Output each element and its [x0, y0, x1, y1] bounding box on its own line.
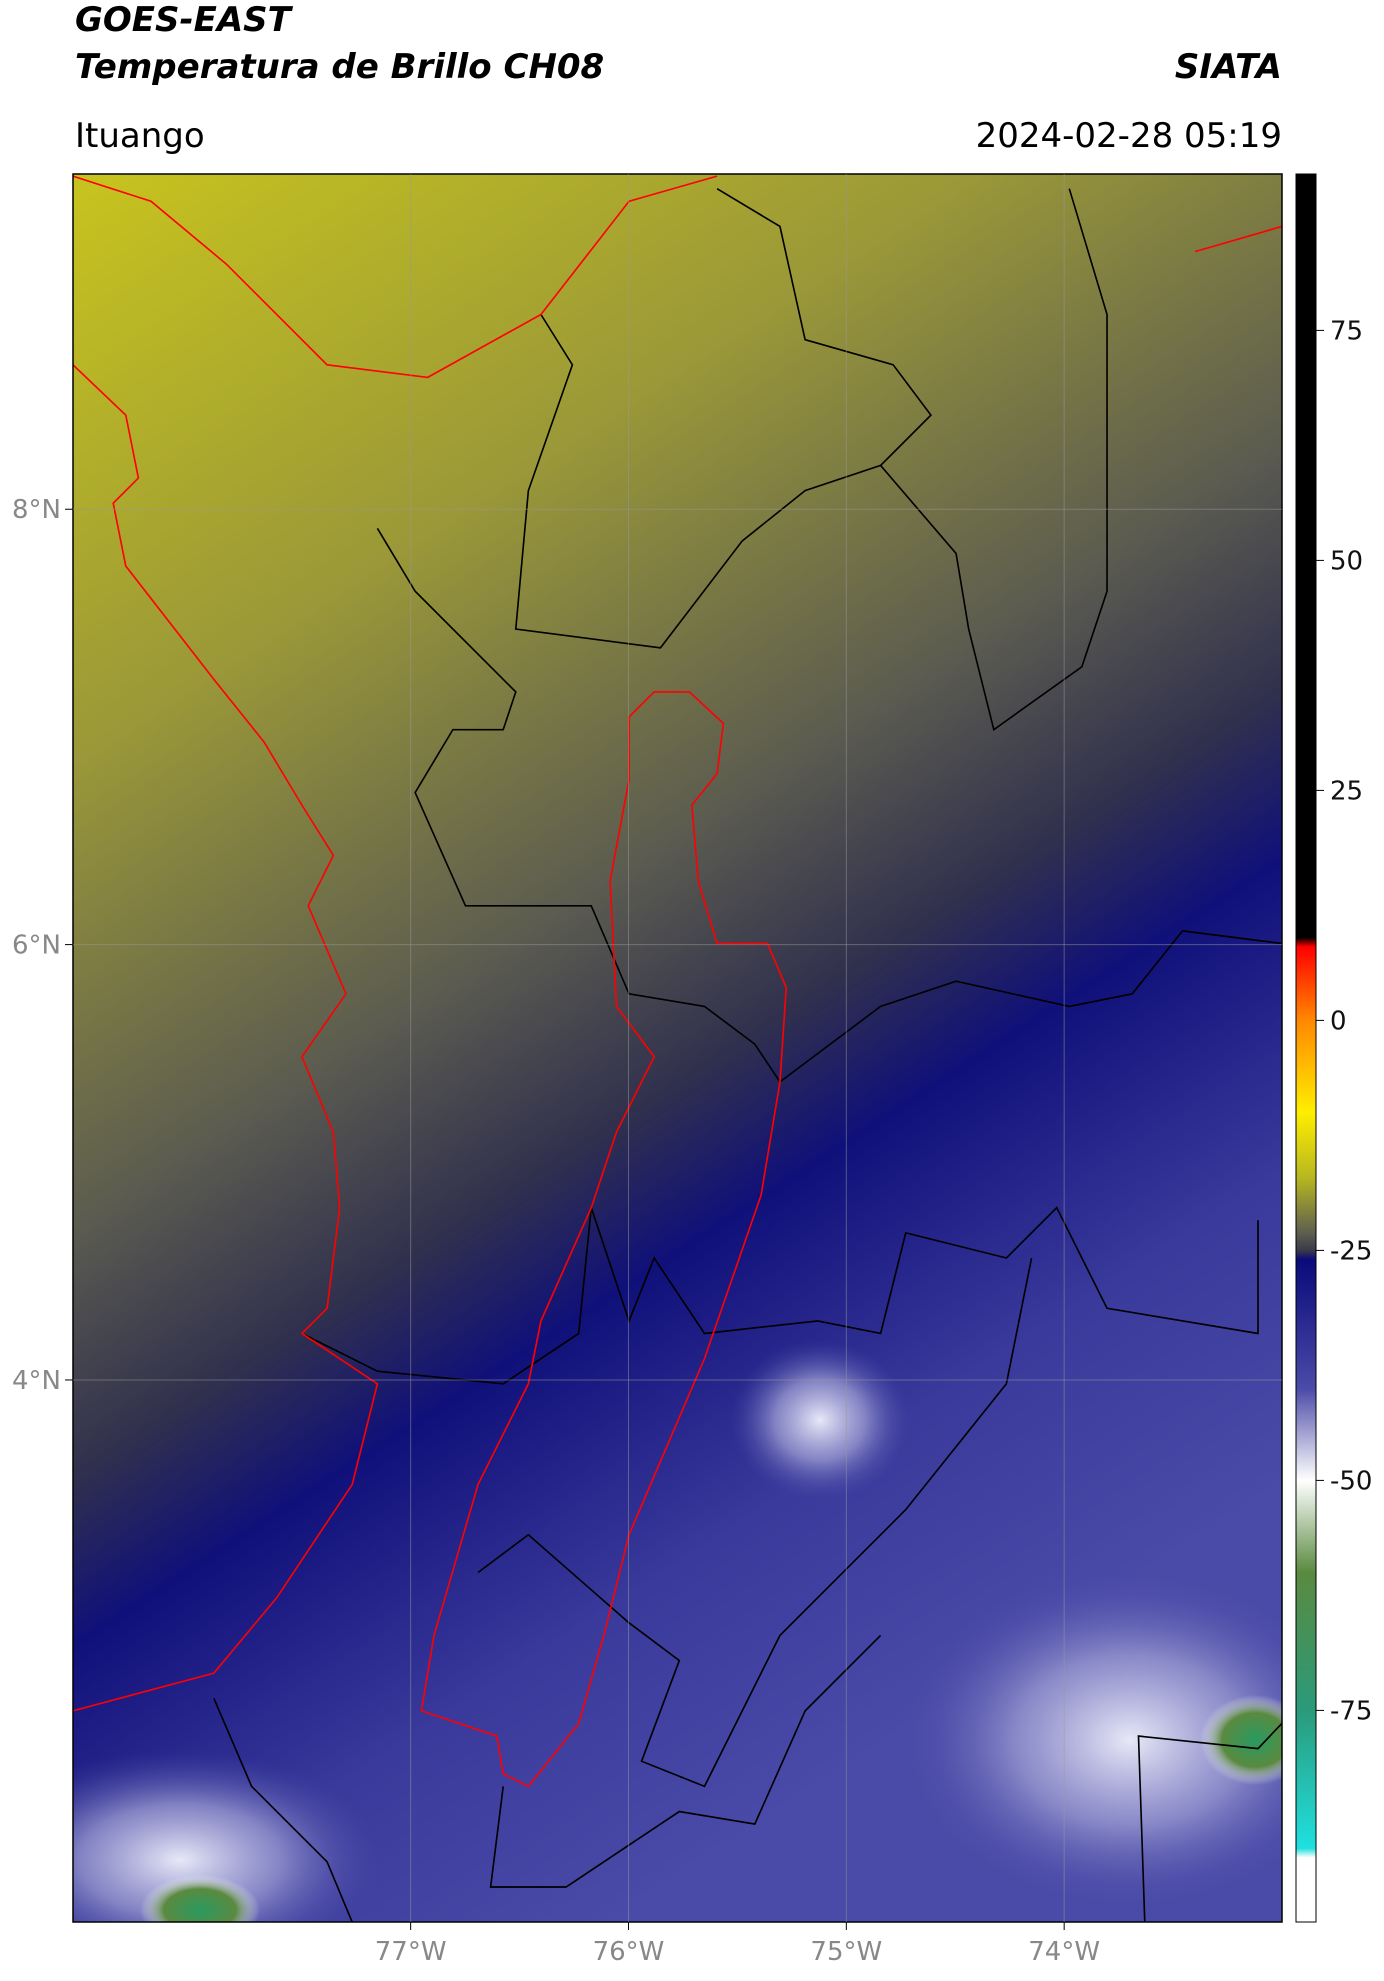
- colorbar-tick-label: -75: [1330, 1696, 1372, 1726]
- datetime: 2024-02-28 05:19: [976, 116, 1282, 156]
- y-tick-label: 6°N: [12, 931, 61, 961]
- source: SIATA: [1175, 47, 1282, 87]
- subtitle: Temperatura de Brillo CH08: [75, 47, 604, 87]
- map-frame: [72, 173, 1283, 1923]
- map: [73, 174, 1282, 1922]
- colorbar-tick-label: 25: [1330, 776, 1363, 806]
- colorbar-tick-label: 50: [1330, 546, 1363, 576]
- colorbar-tick-label: 75: [1330, 316, 1363, 346]
- x-tick-label: 75°W: [810, 1937, 882, 1967]
- colorbar-tick-label: 0: [1330, 1006, 1347, 1036]
- x-tick-label: 74°W: [1028, 1937, 1100, 1967]
- region: Ituango: [75, 116, 205, 156]
- title: GOES-EAST: [75, 0, 294, 40]
- y-tick-label: 8°N: [12, 495, 61, 525]
- colorbar: [1295, 173, 1317, 1923]
- colorbar-tick-label: -25: [1330, 1236, 1372, 1266]
- x-tick-label: 77°W: [375, 1937, 447, 1967]
- x-tick-label: 76°W: [593, 1937, 665, 1967]
- y-tick-label: 4°N: [12, 1366, 61, 1396]
- colorbar-tick-label: -50: [1330, 1466, 1372, 1496]
